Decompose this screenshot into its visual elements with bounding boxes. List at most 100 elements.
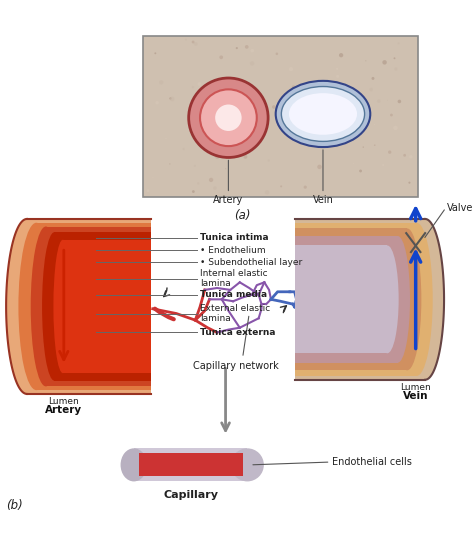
Circle shape bbox=[209, 87, 212, 90]
Circle shape bbox=[182, 148, 185, 150]
Ellipse shape bbox=[393, 228, 421, 370]
Circle shape bbox=[363, 147, 364, 148]
Circle shape bbox=[289, 67, 293, 71]
Ellipse shape bbox=[406, 219, 444, 380]
Text: Capillary network: Capillary network bbox=[193, 361, 279, 371]
Circle shape bbox=[191, 41, 194, 43]
Circle shape bbox=[236, 47, 238, 49]
Circle shape bbox=[390, 114, 393, 116]
Circle shape bbox=[409, 182, 410, 184]
Ellipse shape bbox=[401, 223, 433, 376]
Circle shape bbox=[348, 128, 350, 129]
Circle shape bbox=[194, 165, 196, 167]
Bar bbox=[295, 219, 425, 380]
Circle shape bbox=[228, 142, 231, 146]
Text: (b): (b) bbox=[6, 499, 23, 512]
Circle shape bbox=[194, 42, 198, 46]
Circle shape bbox=[317, 164, 322, 169]
Circle shape bbox=[314, 95, 318, 97]
Circle shape bbox=[165, 138, 167, 140]
Circle shape bbox=[377, 100, 381, 103]
Ellipse shape bbox=[54, 240, 73, 373]
Circle shape bbox=[159, 80, 164, 84]
Circle shape bbox=[245, 45, 248, 49]
Circle shape bbox=[275, 52, 278, 55]
Circle shape bbox=[369, 88, 373, 91]
Text: Vein: Vein bbox=[312, 195, 333, 205]
Circle shape bbox=[359, 169, 362, 173]
Circle shape bbox=[225, 128, 227, 130]
Ellipse shape bbox=[231, 448, 264, 481]
Circle shape bbox=[345, 91, 349, 96]
Ellipse shape bbox=[376, 246, 399, 353]
Circle shape bbox=[336, 75, 339, 78]
Circle shape bbox=[280, 103, 283, 106]
Circle shape bbox=[288, 117, 292, 121]
Circle shape bbox=[280, 186, 282, 187]
Ellipse shape bbox=[282, 87, 365, 141]
Text: • Subendothelial layer: • Subendothelial layer bbox=[200, 258, 302, 267]
Circle shape bbox=[387, 100, 388, 101]
Ellipse shape bbox=[31, 227, 61, 386]
Circle shape bbox=[403, 154, 406, 157]
Circle shape bbox=[382, 164, 384, 166]
Circle shape bbox=[169, 163, 171, 164]
Text: Capillary: Capillary bbox=[163, 490, 218, 500]
Circle shape bbox=[153, 177, 154, 178]
Circle shape bbox=[219, 55, 223, 59]
Bar bbox=[55, 232, 151, 381]
Text: Vein: Vein bbox=[403, 391, 428, 401]
Text: Tunica media: Tunica media bbox=[200, 290, 267, 299]
Circle shape bbox=[292, 85, 295, 89]
Bar bbox=[295, 228, 407, 370]
Circle shape bbox=[339, 53, 343, 57]
Circle shape bbox=[374, 124, 375, 126]
Circle shape bbox=[225, 168, 226, 169]
Bar bbox=[46, 227, 151, 386]
Ellipse shape bbox=[276, 81, 370, 147]
Text: Endothelial cells: Endothelial cells bbox=[332, 457, 412, 467]
Text: Internal elastic
lamina: Internal elastic lamina bbox=[200, 269, 268, 288]
Circle shape bbox=[192, 190, 195, 193]
Circle shape bbox=[244, 155, 247, 159]
Bar bbox=[295, 246, 387, 353]
Circle shape bbox=[409, 155, 413, 159]
Circle shape bbox=[374, 144, 375, 146]
Circle shape bbox=[383, 60, 387, 64]
Circle shape bbox=[295, 131, 297, 133]
Circle shape bbox=[393, 126, 398, 130]
Circle shape bbox=[393, 57, 395, 59]
Circle shape bbox=[170, 97, 174, 101]
Circle shape bbox=[155, 101, 159, 104]
Text: Lumen: Lumen bbox=[401, 382, 431, 392]
Circle shape bbox=[185, 38, 187, 41]
Text: (a): (a) bbox=[234, 208, 251, 222]
Text: Artery: Artery bbox=[213, 195, 244, 205]
Circle shape bbox=[215, 104, 242, 131]
Circle shape bbox=[394, 67, 398, 71]
Circle shape bbox=[272, 105, 275, 109]
Circle shape bbox=[211, 129, 215, 133]
Bar bbox=[27, 219, 151, 394]
Text: • Endothelium: • Endothelium bbox=[200, 246, 265, 255]
Circle shape bbox=[265, 190, 269, 195]
Circle shape bbox=[213, 186, 217, 190]
Circle shape bbox=[304, 186, 307, 189]
Circle shape bbox=[240, 149, 244, 152]
Text: External elastic
lamina: External elastic lamina bbox=[200, 304, 270, 323]
Circle shape bbox=[306, 124, 307, 126]
Bar bbox=[295, 236, 398, 362]
Bar bbox=[143, 36, 418, 197]
Circle shape bbox=[398, 42, 400, 44]
Circle shape bbox=[219, 106, 221, 109]
Circle shape bbox=[372, 77, 374, 80]
Circle shape bbox=[206, 115, 210, 118]
Text: Tunica externa: Tunica externa bbox=[200, 328, 275, 337]
Circle shape bbox=[213, 148, 216, 150]
Circle shape bbox=[192, 86, 194, 88]
Circle shape bbox=[398, 100, 401, 103]
Ellipse shape bbox=[289, 93, 357, 135]
Circle shape bbox=[250, 61, 255, 65]
Bar bbox=[134, 448, 247, 481]
Circle shape bbox=[332, 84, 335, 87]
